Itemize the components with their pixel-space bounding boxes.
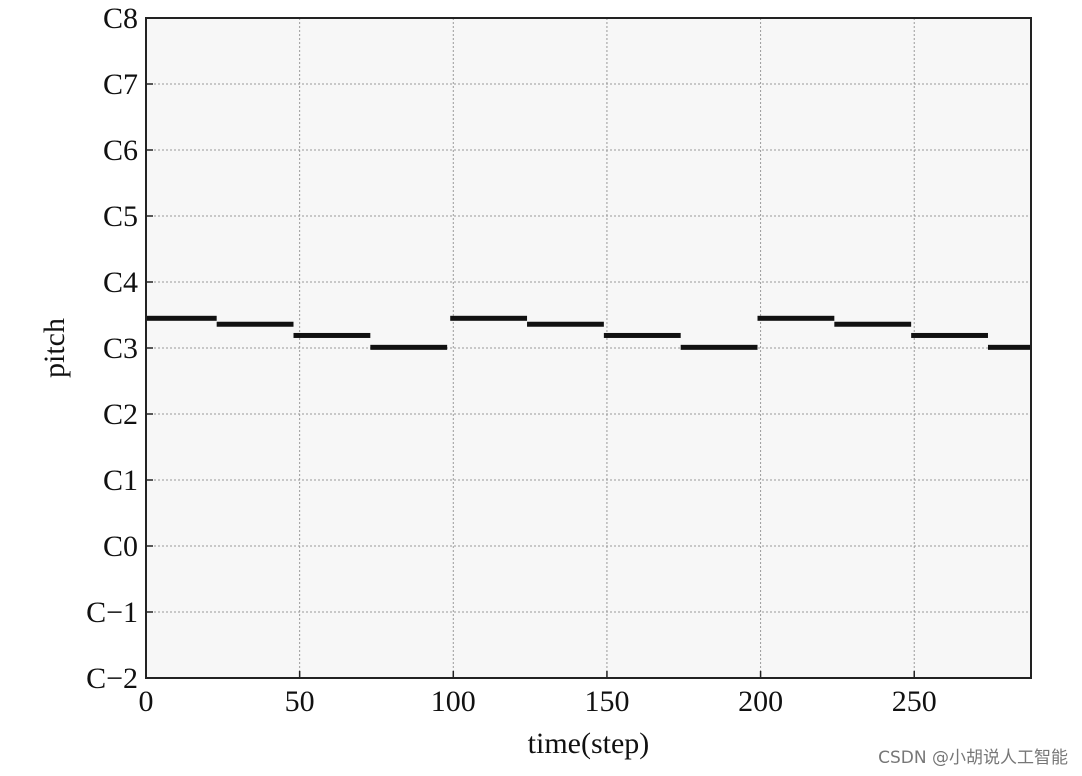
note-bar	[987, 344, 1031, 350]
note-bar	[757, 315, 835, 321]
note-bar	[834, 321, 912, 327]
y-tick-label: C7	[103, 68, 138, 101]
note-bar	[370, 344, 448, 350]
x-tick-label: 0	[139, 685, 154, 718]
grid	[146, 18, 1031, 678]
x-axis-title: time(step)	[528, 727, 650, 760]
y-tick-label: C4	[103, 266, 138, 299]
y-axis: C−2 C−1 C0 C1 C2 C3 C4 C5 C6 C7 C8	[86, 2, 153, 695]
note-bar	[293, 332, 371, 338]
x-axis: 0 50 100 150 200 250	[139, 671, 937, 718]
y-tick-label: C0	[103, 530, 138, 563]
x-tick-label: 250	[892, 685, 937, 718]
x-tick-label: 150	[584, 685, 629, 718]
y-tick-label: C8	[103, 2, 138, 35]
note-bar	[146, 315, 217, 321]
y-tick-label: C−2	[86, 662, 138, 695]
note-bar	[911, 332, 988, 338]
y-tick-label: C3	[103, 332, 138, 365]
x-tick-label: 100	[431, 685, 476, 718]
note-bar	[680, 344, 758, 350]
y-tick-label: C5	[103, 200, 138, 233]
notes	[146, 315, 1031, 350]
y-tick-label: C2	[103, 398, 138, 431]
watermark: CSDN @小胡说人工智能	[878, 748, 1068, 768]
x-tick-label: 50	[285, 685, 315, 718]
x-tick-label: 200	[738, 685, 783, 718]
y-tick-label: C1	[103, 464, 138, 497]
y-tick-label: C6	[103, 134, 138, 167]
note-bar	[216, 321, 294, 327]
note-bar	[527, 321, 604, 327]
y-axis-title: pitch	[38, 318, 71, 378]
note-bar	[603, 332, 681, 338]
note-bar	[450, 315, 528, 321]
y-tick-label: C−1	[86, 596, 138, 629]
